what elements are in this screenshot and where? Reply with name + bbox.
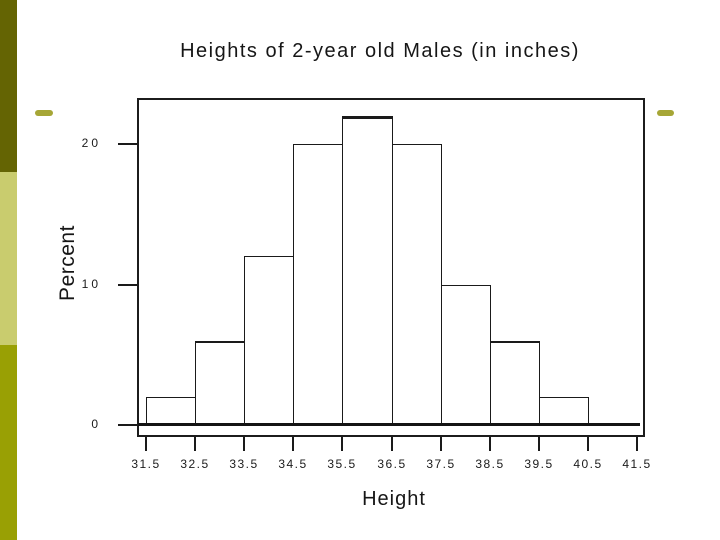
stripe-segment-bottom xyxy=(0,345,17,540)
x-axis-tick xyxy=(341,437,343,451)
x-axis-tick-label: 35.5 xyxy=(327,457,357,471)
x-axis-tick-label: 38.5 xyxy=(475,457,505,471)
x-axis-tick xyxy=(636,437,638,451)
zero-baseline xyxy=(138,423,640,426)
histogram-bar xyxy=(490,341,540,425)
y-axis-tick xyxy=(118,424,137,426)
x-axis-tick xyxy=(243,437,245,451)
y-axis-tick xyxy=(118,143,137,145)
left-decorative-stripe xyxy=(0,0,17,540)
x-axis-tick-label: 41.5 xyxy=(622,457,652,471)
x-axis-tick-label: 34.5 xyxy=(278,457,308,471)
y-axis-tick-label: 0 xyxy=(91,417,101,431)
x-axis-tick-label: 31.5 xyxy=(131,457,161,471)
histogram-bar xyxy=(244,256,294,425)
x-axis-tick xyxy=(587,437,589,451)
x-axis-tick-label: 40.5 xyxy=(573,457,603,471)
x-axis-tick xyxy=(194,437,196,451)
y-axis-tick xyxy=(118,284,137,286)
histogram-bar xyxy=(441,285,491,425)
histogram-bar xyxy=(392,144,442,425)
y-axis-label: Percent xyxy=(56,225,79,301)
x-axis-tick-label: 39.5 xyxy=(524,457,554,471)
x-axis-tick-label: 37.5 xyxy=(426,457,456,471)
histogram-bar xyxy=(539,397,589,425)
x-axis-tick xyxy=(440,437,442,451)
y-axis-tick-label: 10 xyxy=(81,277,101,291)
right-dash-decoration xyxy=(657,110,674,116)
stripe-segment-top xyxy=(0,0,17,172)
stripe-segment-middle xyxy=(0,172,17,345)
x-axis-tick xyxy=(292,437,294,451)
histogram-bar xyxy=(342,116,393,425)
plot-frame xyxy=(137,98,645,437)
left-dash-decoration xyxy=(35,110,53,116)
chart-title: Heights of 2-year old Males (in inches) xyxy=(180,40,580,62)
x-axis-tick-label: 33.5 xyxy=(229,457,259,471)
y-axis-tick-label: 20 xyxy=(81,136,101,150)
x-axis-label: Height xyxy=(362,488,426,510)
histogram-bar xyxy=(146,397,196,425)
x-axis-tick xyxy=(391,437,393,451)
histogram-bar xyxy=(293,144,343,425)
x-axis-tick-label: 36.5 xyxy=(377,457,407,471)
x-axis-tick xyxy=(489,437,491,451)
x-axis-tick-label: 32.5 xyxy=(180,457,210,471)
histogram-bar xyxy=(195,341,245,425)
x-axis-tick xyxy=(538,437,540,451)
x-axis-tick xyxy=(145,437,147,451)
